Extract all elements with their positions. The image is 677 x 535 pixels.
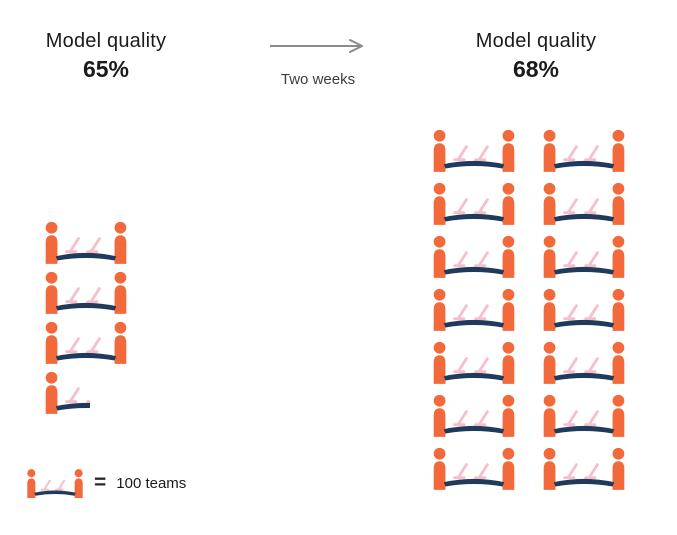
arrow-right-icon — [270, 39, 363, 53]
left-pictogram-column — [44, 220, 128, 414]
team-icon — [432, 181, 516, 225]
team-icon — [432, 234, 516, 278]
team-icon — [542, 340, 626, 384]
legend-label: 100 teams — [116, 474, 187, 492]
team-icon — [542, 446, 626, 490]
left-panel-title: Model quality — [45, 30, 167, 52]
partial-team-icon — [44, 370, 90, 414]
team-icon — [26, 468, 84, 498]
team-icon — [542, 181, 626, 225]
right-panel-value: 68% — [512, 56, 560, 82]
transition: Two weeks — [264, 38, 372, 88]
right-panel-title: Model quality — [475, 30, 597, 52]
legend-icon-slot — [26, 468, 84, 498]
team-icon — [542, 234, 626, 278]
legend-equals-sign: = — [94, 471, 107, 494]
legend: = 100 teams — [26, 468, 186, 498]
right-panel-header: Model quality 68% — [452, 30, 620, 83]
team-icon — [44, 270, 128, 314]
team-icon — [542, 393, 626, 437]
team-icon — [432, 340, 516, 384]
team-icon — [432, 287, 516, 331]
team-icon — [432, 393, 516, 437]
team-icon — [432, 128, 516, 172]
team-icon — [44, 320, 128, 364]
team-icon — [542, 287, 626, 331]
team-icon — [44, 220, 128, 264]
left-panel-value: 65% — [82, 56, 130, 82]
team-icon — [542, 128, 626, 172]
team-icon — [432, 446, 516, 490]
left-panel-header: Model quality 65% — [22, 30, 190, 83]
transition-label: Two weeks — [280, 71, 356, 88]
right-pictogram-grid — [432, 128, 626, 490]
